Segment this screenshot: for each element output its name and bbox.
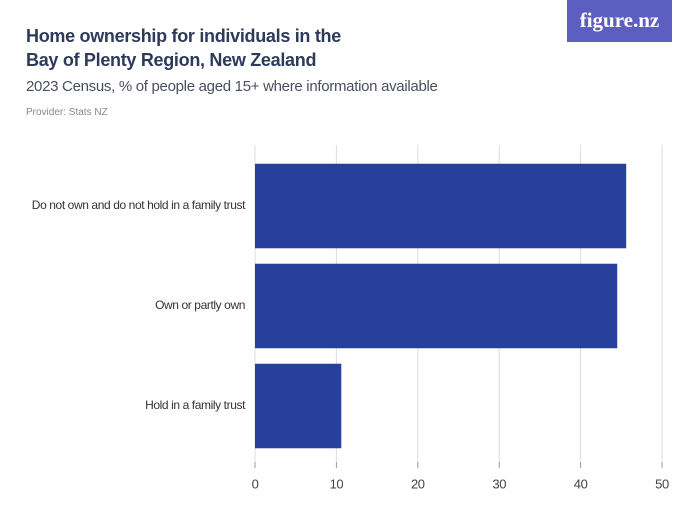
chart-subtitle: 2023 Census, % of people aged 15+ where …: [26, 78, 438, 95]
logo[interactable]: figure.nz: [567, 0, 672, 42]
x-tick-label: 10: [330, 476, 344, 491]
x-tick-label: 30: [492, 476, 506, 491]
x-tick-label: 0: [252, 476, 259, 491]
y-tick-label: Do not own and do not hold in a family t…: [32, 198, 246, 212]
x-tick-label: 50: [655, 476, 669, 491]
y-tick-label: Own or partly own: [155, 298, 245, 312]
chart-title: Home ownership for individuals in the Ba…: [26, 26, 341, 70]
bar: [255, 363, 342, 449]
x-tick-label: 20: [411, 476, 425, 491]
x-tick-label: 40: [574, 476, 588, 491]
bar: [255, 163, 627, 249]
bar: [255, 263, 618, 349]
source: Provider: Stats NZ: [26, 107, 108, 118]
y-tick-label: Hold in a family trust: [145, 398, 246, 412]
